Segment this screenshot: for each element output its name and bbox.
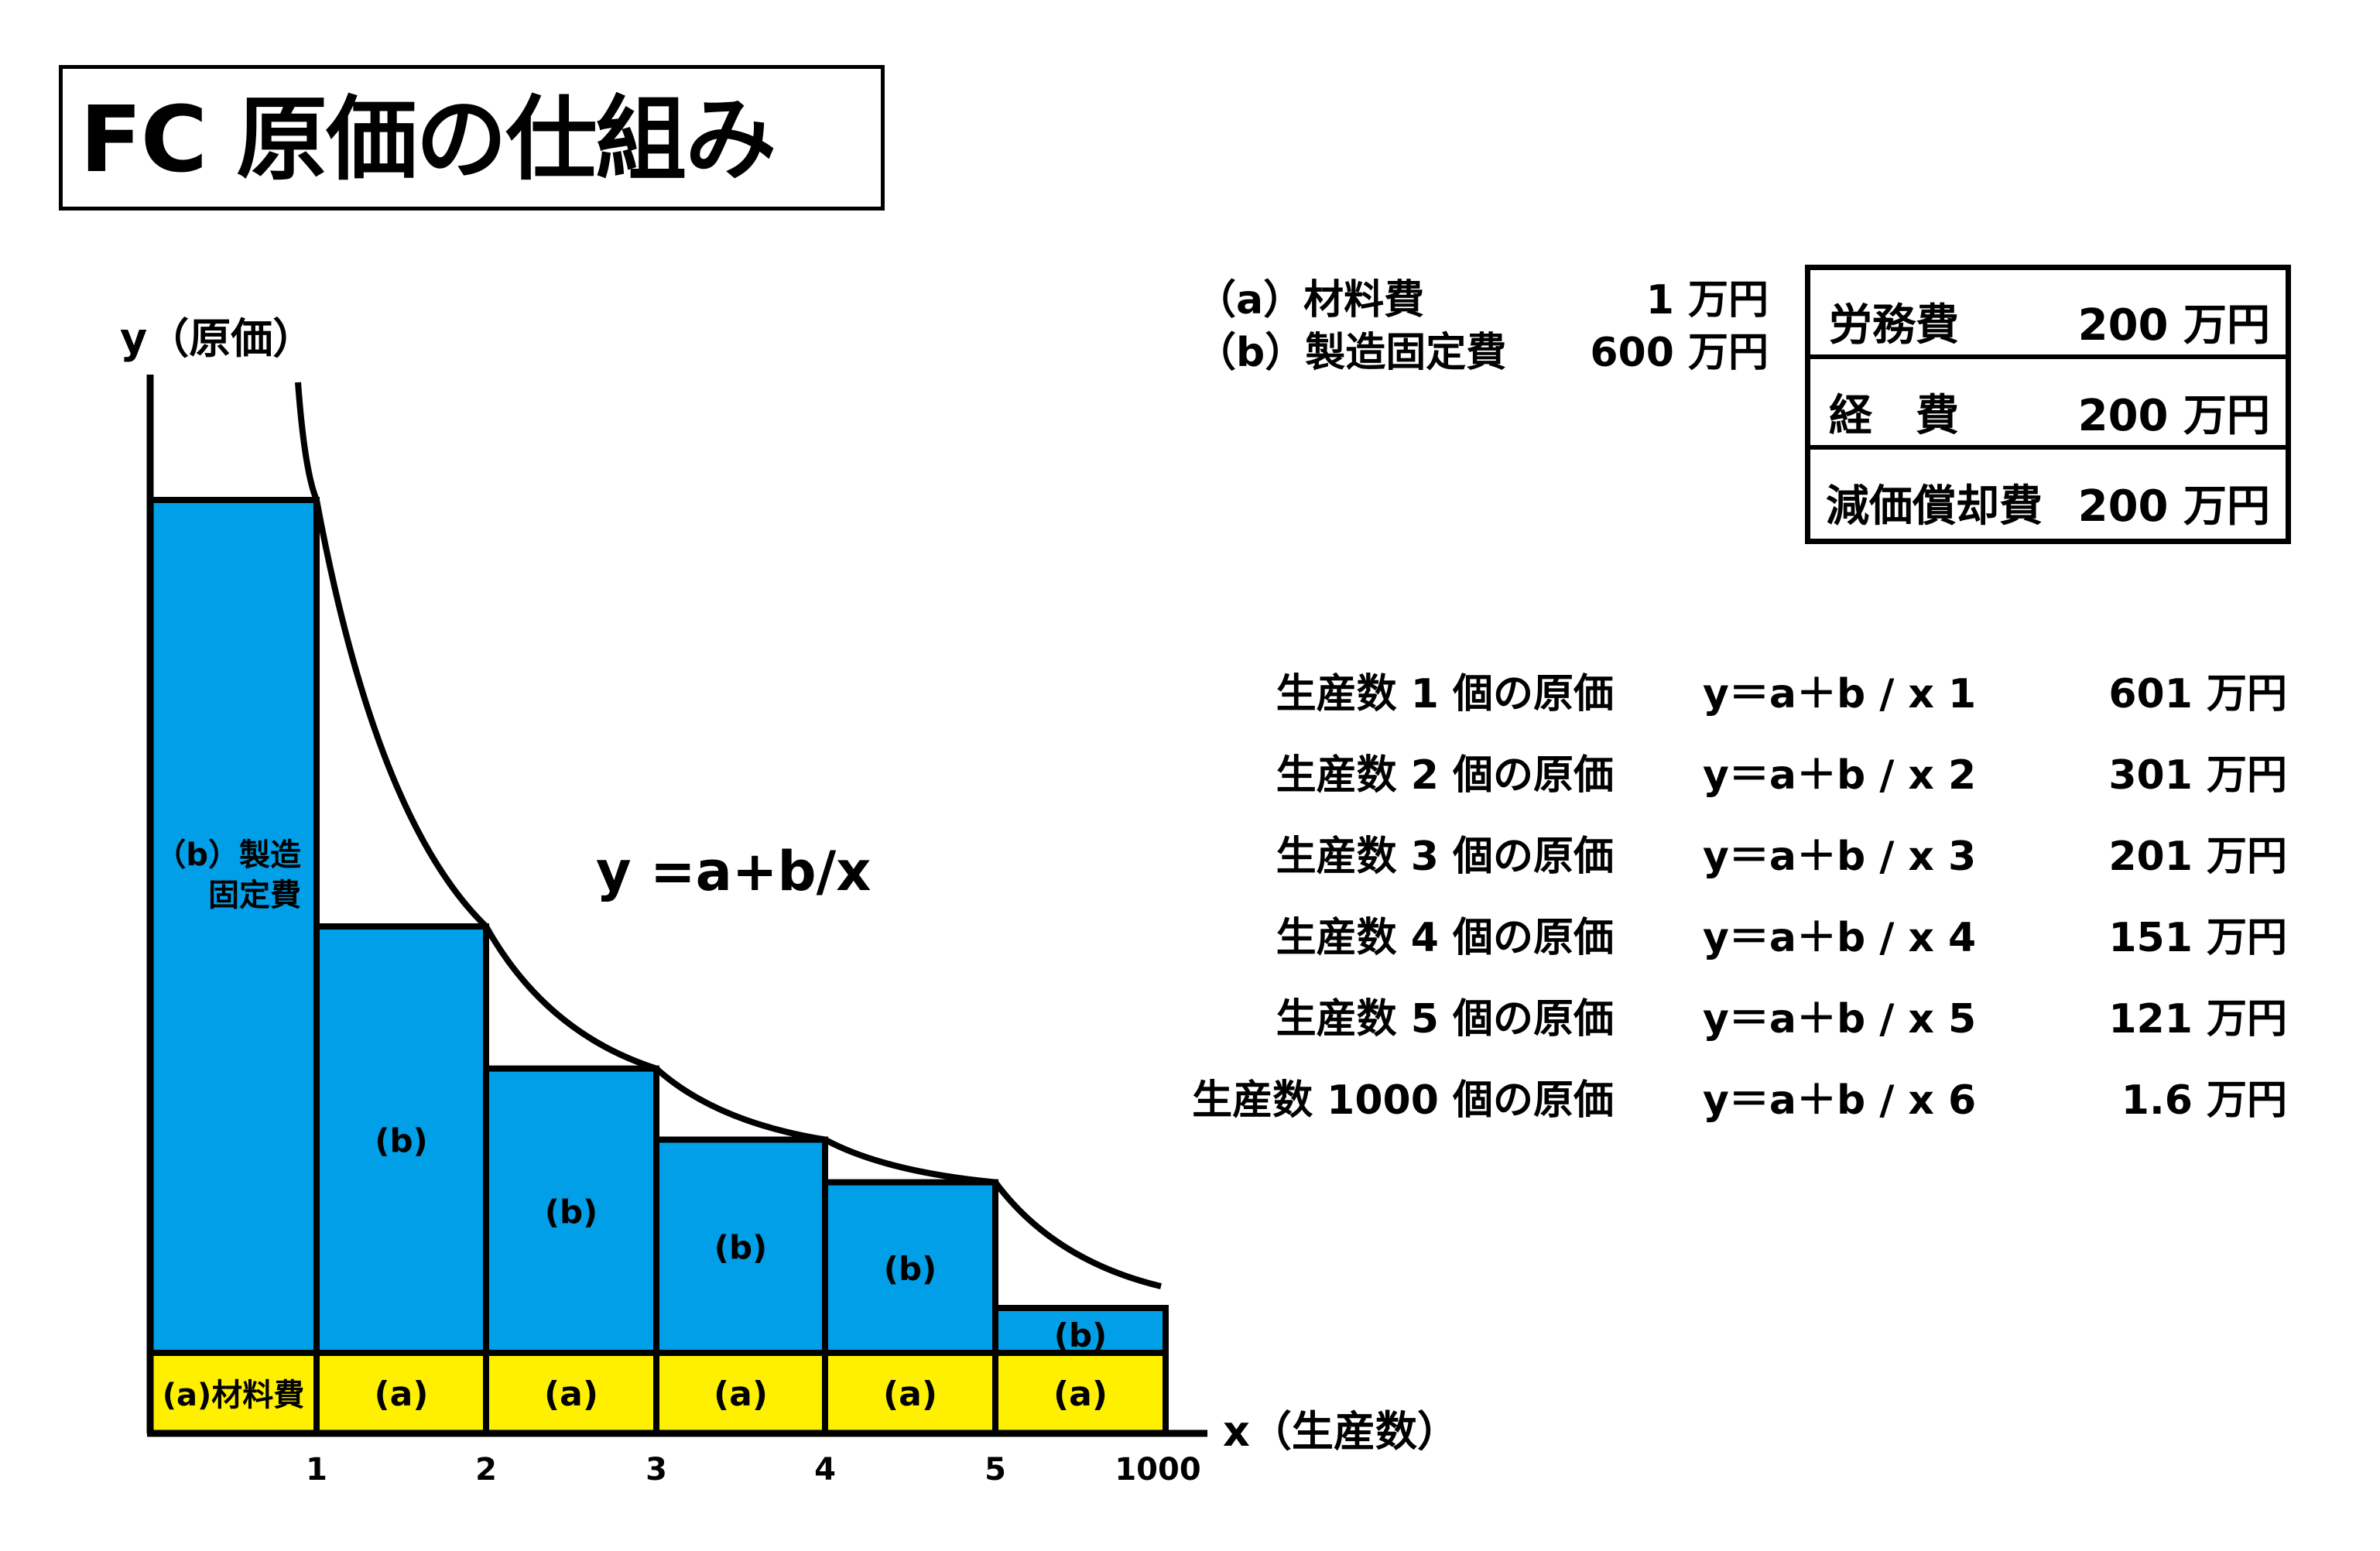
y-axis-label: y（原価） xyxy=(120,314,314,363)
legend-value-b: 600 万円 xyxy=(1590,330,1769,376)
calc-formula: y＝a＋b / x 3 xyxy=(1703,834,1977,880)
x-tick-label: 1000 xyxy=(1115,1452,1200,1488)
cost-label: 経 費 xyxy=(1829,391,1959,441)
calc-label: 生産数 1000 個の原価 xyxy=(1192,1077,1614,1124)
cost-value: 200 万円 xyxy=(2077,300,2270,351)
cost-row-expenses: 経 費 200 万円 xyxy=(1810,361,2286,450)
bar-a-label: (a)材料費 xyxy=(163,1378,305,1413)
bar-b-label: (b) xyxy=(714,1228,767,1266)
bar-a-label: (a) xyxy=(375,1375,429,1414)
calc-formula: y＝a＋b / x 5 xyxy=(1703,996,1977,1043)
bar-a-label: (a) xyxy=(714,1375,768,1414)
calc-result: 121 万円 xyxy=(2108,996,2287,1043)
calc-label: 生産数 2 個の原価 xyxy=(1276,752,1614,799)
x-axis-label: x（生産数） xyxy=(1223,1407,1459,1456)
calc-result: 601 万円 xyxy=(2108,671,2287,717)
legend-label-b: （b）製造固定費 xyxy=(1196,330,1507,376)
ticks-layer: 1 2 3 4 5 1000 xyxy=(306,1452,1201,1488)
x-tick-label: 5 xyxy=(985,1452,1006,1488)
cost-row-labor: 労務費 200 万円 xyxy=(1810,270,2286,359)
calc-result: 201 万円 xyxy=(2108,834,2287,880)
cost-label: 減価償却費 xyxy=(1826,481,2043,532)
x-tick-label: 3 xyxy=(646,1452,667,1488)
calc-formula: y＝a＋b / x 4 xyxy=(1703,915,1977,961)
calc-label: 生産数 4 個の原価 xyxy=(1276,915,1614,961)
calc-formula: y＝a＋b / x 6 xyxy=(1703,1077,1977,1124)
calc-label: 生産数 3 個の原価 xyxy=(1276,834,1614,880)
cost-label: 労務費 xyxy=(1829,300,1959,351)
calc-formula: y＝a＋b / x 2 xyxy=(1703,752,1977,799)
calc-label: 生産数 5 個の原価 xyxy=(1276,996,1614,1043)
bar-a-4 xyxy=(653,1350,828,1436)
legend-row-b: （b）製造固定費 600 万円 xyxy=(1196,328,1769,378)
legend-row-a: （a）材料費 1 万円 xyxy=(1196,276,1769,325)
calc-result: 1.6 万円 xyxy=(2121,1077,2287,1124)
bars-layer xyxy=(147,497,1169,1436)
calc-result: 151 万円 xyxy=(2108,915,2287,961)
bar-b-label: （b）製造 xyxy=(155,837,301,873)
calc-label: 生産数 1 個の原価 xyxy=(1276,671,1614,717)
labels-layer: (a)材料費 （b）製造固定費 (a) (b) (a) (b) (a) (b) (a) (b) (a… xyxy=(155,837,1108,1414)
cost-value: 200 万円 xyxy=(2077,481,2270,532)
bar-a-label: (a) xyxy=(883,1375,937,1414)
cost-table: 労務費 200 万円 経 費 200 万円 減価償却費 200 万円 xyxy=(1805,265,2291,544)
bar-a-5 xyxy=(822,1350,998,1436)
x-tick-label: 4 xyxy=(814,1452,836,1488)
bar-b-label: (b) xyxy=(375,1122,427,1160)
cost-value: 200 万円 xyxy=(2077,391,2270,441)
page-title: FC 原価の仕組み xyxy=(80,86,776,193)
bar-b-label: (b) xyxy=(1054,1316,1107,1354)
cost-row-depreciation: 減価償却費 200 万円 xyxy=(1810,451,2286,540)
bar-b-1 xyxy=(147,497,320,1356)
curve-label: y =a+b/x xyxy=(596,840,871,903)
x-tick-label: 2 xyxy=(475,1452,497,1488)
bar-a-label: (a) xyxy=(544,1375,598,1414)
bar-a-label: (a) xyxy=(1053,1375,1108,1414)
legend-value-a: 1 万円 xyxy=(1645,277,1769,324)
bar-b-label: (b) xyxy=(545,1193,598,1231)
bar-b-label: 固定費 xyxy=(208,878,301,913)
x-tick-label: 1 xyxy=(306,1452,327,1488)
bar-b-label: (b) xyxy=(884,1250,937,1288)
legend-label-a: （a）材料費 xyxy=(1196,277,1425,324)
cost-curve xyxy=(295,382,1162,1289)
calc-result: 301 万円 xyxy=(2108,752,2287,799)
calc-formula: y＝a＋b / x 1 xyxy=(1703,671,1977,717)
title-box: FC 原価の仕組み xyxy=(59,65,885,211)
